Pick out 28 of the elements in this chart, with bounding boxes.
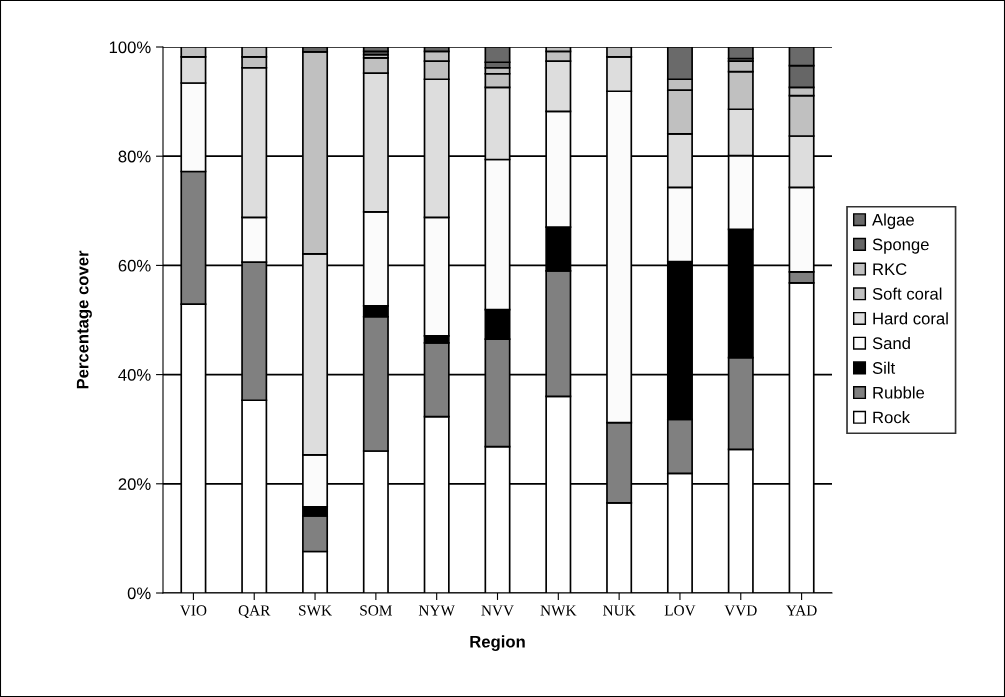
- y-axis-title: Percentage cover: [76, 250, 92, 389]
- legend-label: Rock: [873, 411, 911, 424]
- legend-label: Rubble: [873, 386, 925, 399]
- legend-label: Sponge: [872, 238, 929, 254]
- x-tick-label: NVV: [481, 605, 514, 616]
- y-tick-label: 60%: [118, 259, 151, 272]
- y-tick-label: 80%: [118, 150, 151, 163]
- x-tick-label: SOM: [360, 605, 392, 616]
- y-tick-label: 0%: [127, 587, 151, 600]
- x-tick-label: YAD: [786, 605, 817, 616]
- legend-label: Silt: [872, 361, 896, 374]
- x-tick-label: NWK: [540, 605, 577, 616]
- y-tick-label: 40%: [118, 369, 151, 381]
- x-tick-label: SWK: [299, 605, 332, 616]
- legend-label: Algae: [872, 213, 914, 229]
- x-tick-label: VVD: [724, 605, 757, 616]
- y-tick-label: 20%: [118, 478, 151, 490]
- x-tick-label: VIO: [180, 605, 207, 616]
- y-tick-label: 100%: [109, 41, 151, 54]
- x-tick-label: NYW: [418, 605, 455, 616]
- legend-label: RKC: [873, 263, 907, 276]
- x-tick-label: NUK: [603, 605, 636, 616]
- x-tick-label: QAR: [238, 605, 271, 618]
- legend-label: Hard coral: [873, 312, 948, 325]
- legend-label: Sand: [872, 336, 910, 350]
- legend-label: Soft coral: [872, 287, 942, 300]
- x-tick-label: LOV: [664, 605, 696, 616]
- x-axis-title: Region: [470, 635, 525, 651]
